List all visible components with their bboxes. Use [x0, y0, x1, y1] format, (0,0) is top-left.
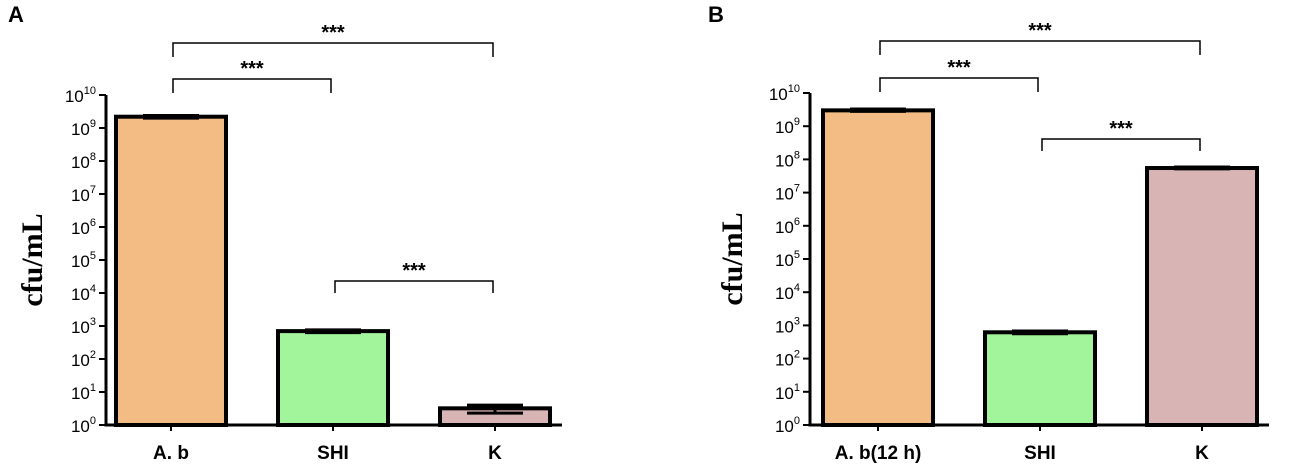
y-tick-label: 105	[71, 250, 96, 271]
significance-bracket	[1041, 138, 1201, 151]
y-tick-label: 109	[775, 116, 800, 137]
y-tick-label: 104	[775, 282, 800, 303]
y-axis-label: cfu/mL	[16, 213, 49, 306]
y-tick-label: 102	[775, 349, 800, 370]
y-tick-label: 104	[71, 283, 96, 304]
y-tick-label: 107	[71, 184, 96, 205]
significance-label: ***	[321, 22, 345, 44]
bar-2	[983, 330, 1097, 428]
bar-1	[821, 108, 935, 427]
significance-bracket	[172, 42, 494, 57]
significance-label: ***	[240, 58, 264, 80]
y-tick-label: 103	[775, 315, 800, 336]
y-tick-label: 100	[71, 415, 96, 436]
y-tick-label: 101	[71, 382, 96, 403]
panel-letter: B	[708, 2, 724, 27]
y-tick-label: 1010	[65, 85, 96, 106]
bar-3	[1145, 166, 1259, 427]
significance-bracket	[879, 77, 1039, 92]
y-tick-label: 101	[775, 382, 800, 403]
x-tick-label: A. b	[153, 443, 189, 464]
y-tick-label: 108	[775, 149, 800, 170]
significance-label: ***	[1028, 20, 1052, 42]
x-tick-label: SHI	[1024, 443, 1056, 464]
y-tick-label: 100	[775, 415, 800, 436]
y-tick-label: 109	[71, 118, 96, 139]
bar-1	[114, 114, 228, 428]
significance-bracket	[879, 40, 1201, 55]
x-tick-label: K	[1195, 443, 1209, 464]
significance-label: ***	[1109, 118, 1133, 140]
y-tick-label: 1010	[769, 83, 800, 104]
significance-bracket	[334, 280, 494, 293]
y-tick-label: 108	[71, 151, 96, 172]
x-tick-label: SHI	[317, 443, 349, 464]
x-tick-label: K	[488, 443, 502, 464]
significance-label: ***	[402, 260, 426, 282]
significance-bracket	[172, 78, 332, 93]
y-tick-label: 107	[775, 183, 800, 204]
y-tick-label: 102	[71, 349, 96, 370]
y-tick-label: 106	[71, 217, 96, 238]
y-tick-label: 103	[71, 316, 96, 337]
x-tick-label: A. b(12 h)	[835, 443, 922, 464]
bar-2	[276, 329, 390, 427]
y-tick-label: 105	[775, 249, 800, 270]
significance-label: ***	[947, 57, 971, 79]
y-tick-label: 106	[775, 216, 800, 237]
panel-letter: A	[8, 2, 24, 27]
y-axis-label: cfu/mL	[716, 212, 749, 305]
